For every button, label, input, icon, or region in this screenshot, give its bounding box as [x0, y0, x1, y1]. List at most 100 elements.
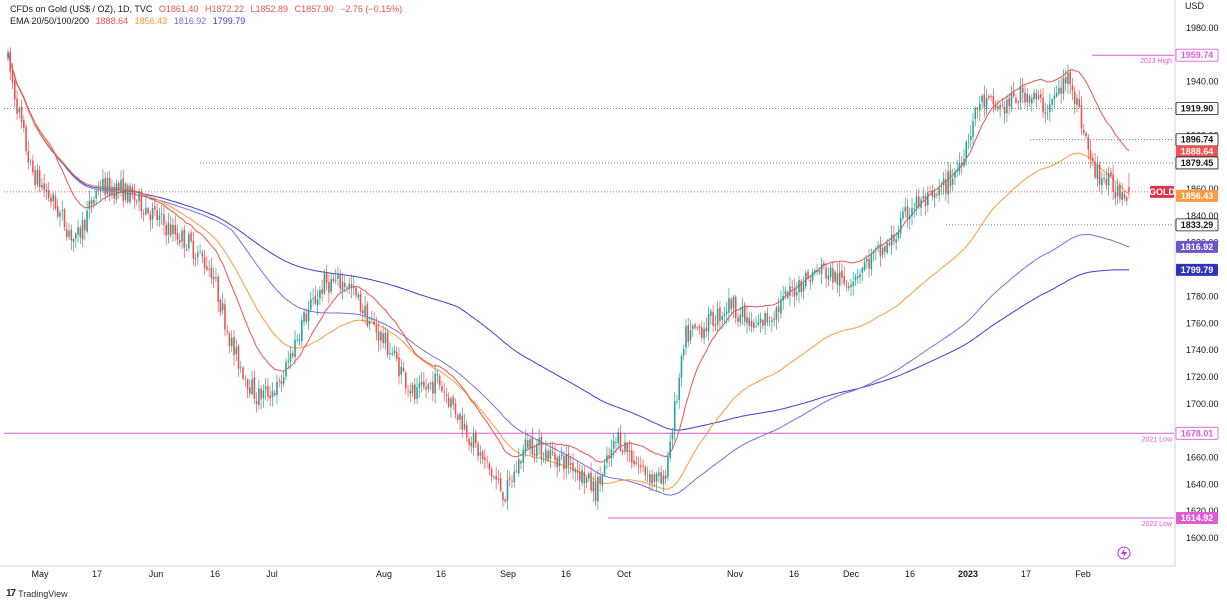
x-tick-label: 17 [1021, 569, 1031, 579]
candle-body [655, 474, 658, 482]
candle [463, 413, 466, 432]
candle [420, 371, 423, 393]
candle [423, 371, 425, 390]
y-tick-label: 1840.00 [1186, 211, 1219, 221]
candle [169, 215, 172, 238]
candle-body [465, 425, 468, 438]
candle-body [524, 439, 527, 452]
candle [547, 447, 549, 463]
candle [1026, 88, 1029, 112]
candle-body [1098, 164, 1101, 185]
candle [165, 220, 167, 246]
candle [800, 279, 803, 298]
lightning-icon[interactable] [1117, 546, 1131, 560]
candle-body [773, 318, 775, 321]
candle-body [337, 273, 339, 279]
candle [567, 445, 570, 475]
candle [565, 444, 568, 478]
candle-body [497, 479, 500, 480]
candle [122, 169, 125, 208]
candle-body [906, 206, 909, 219]
candle [294, 330, 296, 365]
candle-body [942, 178, 945, 186]
candle [16, 90, 18, 120]
candle [868, 248, 870, 278]
candle [445, 387, 448, 404]
candle-body [983, 94, 986, 108]
candle [296, 334, 299, 343]
candle [393, 344, 396, 357]
candle-body [296, 339, 299, 341]
candle [513, 464, 516, 489]
candle [694, 322, 696, 331]
candle [965, 139, 968, 166]
candle-body [1006, 99, 1008, 114]
candle-body [38, 170, 41, 187]
candle [246, 378, 249, 399]
candle-body [280, 381, 283, 384]
candle [906, 198, 909, 228]
candle-body [352, 287, 355, 289]
candle-body [994, 105, 997, 109]
candle [212, 267, 215, 289]
candle-body [563, 455, 565, 470]
candle-body [820, 263, 823, 274]
candle [375, 316, 378, 340]
candle [945, 169, 947, 202]
candle-body [515, 470, 518, 472]
candle [502, 490, 504, 507]
candle-body [685, 326, 687, 348]
candle-body [947, 171, 949, 195]
candle [531, 427, 534, 458]
candle-body [845, 284, 848, 286]
y-tick-label: 1860.00 [1186, 184, 1219, 194]
candle [825, 262, 827, 288]
ema50-line [7, 52, 1130, 490]
candle-body [237, 346, 240, 369]
candle-body [793, 289, 796, 297]
candle [529, 437, 531, 456]
candle-body [325, 272, 328, 283]
candle-body [1092, 157, 1094, 162]
candle-body [1001, 105, 1004, 107]
candle [750, 312, 753, 333]
candle-body [585, 477, 588, 484]
candle [244, 375, 247, 387]
candle-body [560, 454, 563, 457]
candle-body [786, 292, 789, 299]
candle-body [140, 191, 143, 212]
candle [983, 85, 986, 118]
candle-body [1053, 95, 1056, 100]
candle [911, 197, 913, 225]
candle [1037, 90, 1040, 101]
candle-body [502, 492, 504, 501]
candle-body [621, 450, 624, 453]
candle [59, 209, 61, 227]
candle [287, 350, 290, 369]
x-tick-label: 16 [436, 569, 446, 579]
candle-body [999, 104, 1001, 110]
candle [705, 317, 708, 338]
candle [264, 378, 267, 400]
candle-body [750, 320, 753, 327]
x-tick-label: Jun [149, 569, 164, 579]
candle [884, 244, 886, 258]
candle [642, 459, 644, 473]
candle [99, 180, 102, 202]
candle [540, 432, 543, 466]
x-tick-label: Sep [500, 569, 516, 579]
candle-body [1110, 171, 1112, 176]
candle [332, 273, 335, 284]
candle-body [931, 190, 934, 197]
candle [72, 237, 75, 252]
candle-body [434, 373, 436, 394]
candle [86, 200, 88, 234]
candle [691, 323, 694, 337]
candle [651, 469, 653, 492]
candle [746, 306, 748, 335]
candle [762, 318, 764, 329]
candle [847, 282, 850, 292]
candle-body [1015, 97, 1017, 103]
candle-body [743, 304, 746, 322]
